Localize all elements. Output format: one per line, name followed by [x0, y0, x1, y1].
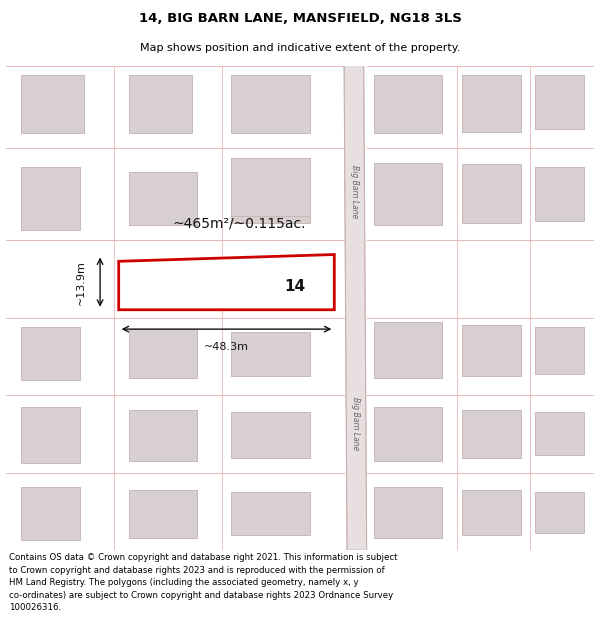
Polygon shape [535, 328, 584, 374]
Text: ~13.9m: ~13.9m [76, 260, 86, 305]
Text: Big Barn Lane: Big Barn Lane [350, 165, 359, 218]
Polygon shape [119, 254, 334, 310]
Polygon shape [374, 407, 442, 461]
Text: Contains OS data © Crown copyright and database right 2021. This information is : Contains OS data © Crown copyright and d… [9, 553, 398, 612]
Polygon shape [21, 168, 79, 230]
Polygon shape [462, 325, 521, 376]
Text: Map shows position and indicative extent of the property.: Map shows position and indicative extent… [140, 42, 460, 52]
Text: ~48.3m: ~48.3m [204, 342, 249, 352]
Polygon shape [21, 328, 79, 381]
Text: Big Barn Lane: Big Barn Lane [352, 398, 361, 451]
Polygon shape [21, 75, 85, 133]
Polygon shape [232, 412, 310, 458]
Polygon shape [128, 490, 197, 538]
Polygon shape [462, 164, 521, 222]
Text: 14, BIG BARN LANE, MANSFIELD, NG18 3LS: 14, BIG BARN LANE, MANSFIELD, NG18 3LS [139, 12, 461, 25]
Text: ~465m²/~0.115ac.: ~465m²/~0.115ac. [173, 216, 306, 230]
Polygon shape [535, 412, 584, 455]
Polygon shape [128, 172, 197, 226]
Polygon shape [344, 66, 367, 550]
Polygon shape [535, 492, 584, 532]
Polygon shape [21, 487, 79, 540]
Polygon shape [374, 162, 442, 226]
Polygon shape [374, 487, 442, 538]
Polygon shape [374, 75, 442, 133]
Polygon shape [232, 75, 310, 133]
Polygon shape [232, 332, 310, 376]
Polygon shape [535, 168, 584, 221]
Polygon shape [232, 492, 310, 536]
Polygon shape [232, 158, 310, 216]
Polygon shape [128, 409, 197, 461]
Polygon shape [232, 174, 310, 222]
Polygon shape [535, 75, 584, 129]
Polygon shape [128, 75, 192, 133]
Text: 14: 14 [284, 279, 305, 294]
Polygon shape [462, 490, 521, 536]
Polygon shape [462, 75, 521, 131]
Polygon shape [128, 329, 197, 378]
Polygon shape [462, 409, 521, 458]
Polygon shape [374, 322, 442, 378]
Polygon shape [21, 407, 79, 462]
